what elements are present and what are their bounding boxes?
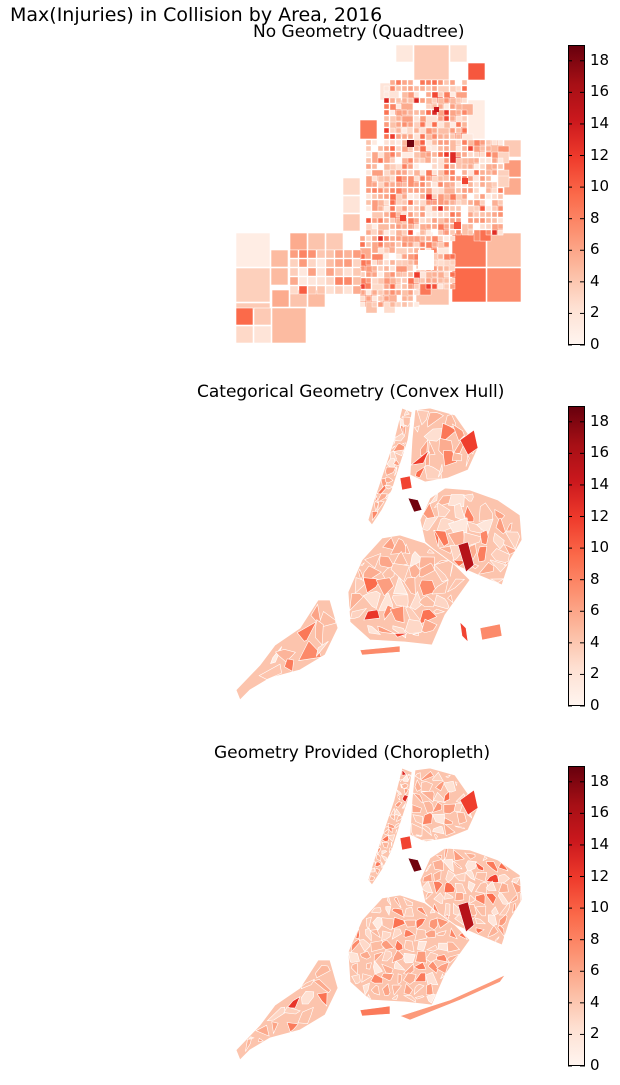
colorbar-tick-label: 0 xyxy=(590,335,600,353)
colorbar-tick-label: 14 xyxy=(590,834,610,853)
colorbar-tick-label: 6 xyxy=(590,601,600,620)
colorbar-quadtree: 0 2 4 6 8 10 12 14 16 18 xyxy=(568,45,609,352)
quadtree-map xyxy=(235,44,522,344)
colorbar-tick-label: 10 xyxy=(590,177,610,196)
colorbar-tick-label: 8 xyxy=(590,569,600,588)
colorbar-tick-label: 2 xyxy=(590,664,600,683)
colorbar-tick-label: 4 xyxy=(590,271,600,290)
colorbar-tick-label: 16 xyxy=(590,803,610,822)
colorbar-convex-hull: 0 2 4 6 8 10 12 14 16 18 xyxy=(568,406,609,713)
colorbar-tick-label: 16 xyxy=(590,82,610,101)
colorbar-tick-label: 2 xyxy=(590,303,600,322)
colorbar-tick-label: 12 xyxy=(590,866,610,885)
panel-title-convex-hull: Categorical Geometry (Convex Hull) xyxy=(197,382,505,402)
colorbar-tick-label: 10 xyxy=(590,538,610,557)
colorbar-tick-label: 4 xyxy=(590,632,600,651)
colorbar-tick-label: 18 xyxy=(590,771,610,790)
colorbar-tick-label: 10 xyxy=(590,898,610,917)
colorbar-tick-label: 12 xyxy=(590,506,610,525)
colorbar-tick-label: 18 xyxy=(590,411,610,430)
panel-title-quadtree: No Geometry (Quadtree) xyxy=(253,22,465,42)
colorbar-tick-label: 8 xyxy=(590,929,600,948)
colorbar-tick-label: 0 xyxy=(590,696,600,714)
convex-hull-map xyxy=(235,407,523,701)
colorbar-tick-label: 12 xyxy=(590,145,610,164)
choropleth-map xyxy=(235,767,523,1061)
colorbar-tick-label: 6 xyxy=(590,961,600,980)
colorbar-tick-label: 2 xyxy=(590,1024,600,1043)
colorbar-tick-label: 14 xyxy=(590,113,610,132)
colorbar-tick-label: 14 xyxy=(590,474,610,493)
colorbar-tick-label: 6 xyxy=(590,240,600,259)
colorbar-tick-label: 4 xyxy=(590,992,600,1011)
figure-title: Max(Injuries) in Collision by Area, 2016 xyxy=(10,4,383,26)
colorbar-tick-label: 0 xyxy=(590,1056,600,1074)
colorbar-choropleth: 0 2 4 6 8 10 12 14 16 18 xyxy=(568,766,609,1073)
colorbar-tick-label: 16 xyxy=(590,443,610,462)
colorbar-tick-label: 8 xyxy=(590,208,600,227)
colorbar-tick-label: 18 xyxy=(590,50,610,69)
panel-title-choropleth: Geometry Provided (Choropleth) xyxy=(214,743,491,763)
